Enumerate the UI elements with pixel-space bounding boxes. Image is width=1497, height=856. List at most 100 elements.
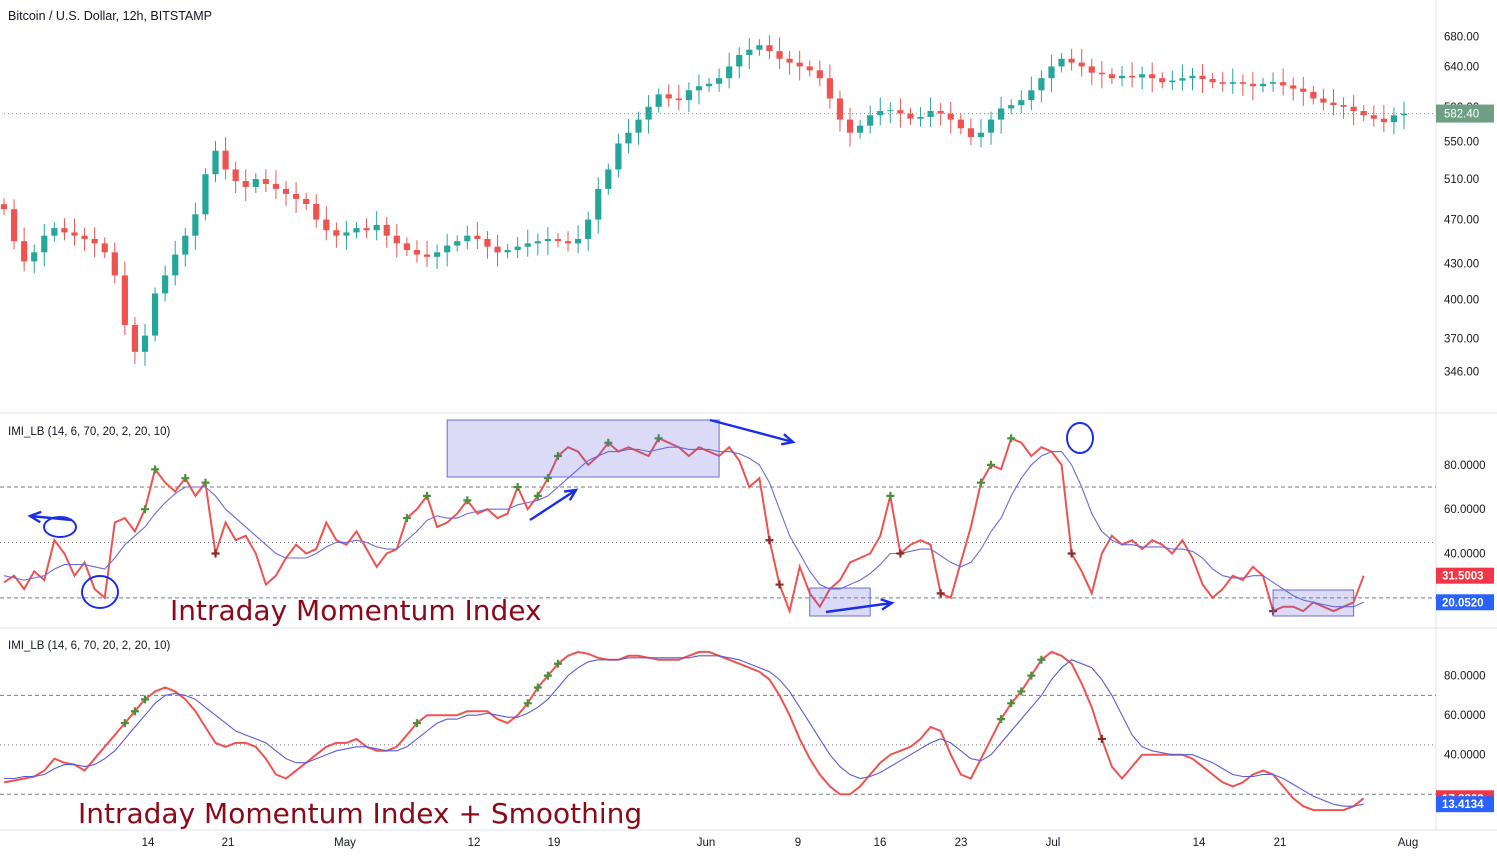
candle-body xyxy=(524,243,531,247)
candle-body xyxy=(1149,74,1156,79)
candle-body xyxy=(1028,90,1035,101)
x-axis-tick: Jul xyxy=(1046,837,1061,849)
x-axis-tick: May xyxy=(334,837,356,849)
candle-body xyxy=(1249,83,1257,87)
candle-body xyxy=(1209,79,1216,83)
candle-body xyxy=(1179,78,1186,81)
candle-body xyxy=(977,132,985,138)
candle-body xyxy=(252,179,259,187)
candle-body xyxy=(534,241,541,244)
imi-signal-marker xyxy=(654,434,663,443)
price-axis-tick: 510.00 xyxy=(1444,174,1479,186)
candle-body xyxy=(937,111,944,114)
candle-body xyxy=(504,250,511,253)
candle-body xyxy=(423,254,431,257)
candle-body xyxy=(383,224,390,236)
candle-body xyxy=(1380,118,1387,123)
candle-body xyxy=(1139,74,1146,78)
candle-body xyxy=(615,143,622,170)
candle-body xyxy=(998,108,1005,120)
candle-body xyxy=(454,241,461,246)
candle-body xyxy=(967,128,975,138)
candle-body xyxy=(262,179,269,184)
candle-body xyxy=(1360,111,1367,116)
smoothed-series-line xyxy=(4,655,1364,807)
imi-signal-marker xyxy=(151,465,160,474)
candle-body xyxy=(776,51,783,59)
candle-body xyxy=(917,116,924,119)
candle-body xyxy=(1239,82,1246,84)
smoothed-signal-marker xyxy=(120,719,129,728)
candle-body xyxy=(806,66,813,71)
smoothed-axis-tick: 80.0000 xyxy=(1444,671,1486,683)
candle-body xyxy=(353,228,360,233)
candle-body xyxy=(373,224,380,231)
price-axis-tick: 370.00 xyxy=(1444,333,1479,345)
x-axis-tick: 21 xyxy=(1274,837,1287,849)
smoothed-axis-tick: 40.0000 xyxy=(1444,750,1486,762)
candle-body xyxy=(1098,72,1105,75)
imi-pane xyxy=(0,434,1436,616)
smoothed-signal-marker xyxy=(412,719,421,728)
imi-signal-marker xyxy=(604,438,613,447)
candle-body xyxy=(1280,82,1287,86)
annotation-circle xyxy=(43,516,77,538)
smoothed-pane-study-label: IMI_LB (14, 6, 70, 20, 2, 20, 10) xyxy=(8,640,171,652)
smoothed-signal-marker xyxy=(553,659,562,668)
candle-body xyxy=(705,83,713,87)
candle-body xyxy=(1169,80,1176,83)
candle-body xyxy=(494,246,501,253)
candle-body xyxy=(1018,100,1025,106)
candle-body xyxy=(625,132,632,144)
axes: 680.00640.00590.00550.00510.00470.00430.… xyxy=(142,31,1494,849)
candle-body xyxy=(554,238,562,242)
candle-body xyxy=(927,111,934,117)
x-axis-tick: 16 xyxy=(874,837,887,849)
candle-body xyxy=(1330,102,1337,106)
imi-signal-marker xyxy=(775,580,784,589)
imi-signal-marker xyxy=(765,536,774,545)
candle-body xyxy=(1038,78,1045,91)
candle-body xyxy=(31,252,38,262)
imi-axis-tick: 40.0000 xyxy=(1444,549,1486,561)
candle-body xyxy=(81,235,88,239)
imi-signal-marker xyxy=(533,491,542,500)
candle-body xyxy=(343,232,350,236)
candle-body xyxy=(655,94,662,107)
candle-body xyxy=(564,241,572,244)
price-axis-tick: 430.00 xyxy=(1444,259,1479,271)
candle-body xyxy=(111,252,118,276)
smoothed-signal-marker xyxy=(1037,655,1046,664)
highlight-box xyxy=(1272,589,1355,617)
price-pane-title: Bitcoin / U.S. Dollar, 12h, BITSTAMP xyxy=(8,9,212,23)
smoothed-value-tag xyxy=(1436,796,1494,813)
candle-body xyxy=(1300,88,1307,92)
smoothed-imi-pane xyxy=(0,650,1436,812)
candle-body xyxy=(595,188,602,220)
annotation-arrow xyxy=(529,488,577,522)
price-pane xyxy=(0,35,1436,366)
candle-body xyxy=(484,238,491,247)
price-axis-tick: 640.00 xyxy=(1444,61,1479,73)
candle-body xyxy=(1320,98,1327,103)
candle-body xyxy=(242,181,249,187)
imi-signal-marker xyxy=(463,496,472,505)
imi-signal-marker xyxy=(211,549,220,558)
candle-body xyxy=(1400,113,1408,116)
smoothed-signal-marker xyxy=(141,695,150,704)
candle-body xyxy=(464,235,471,242)
imi-series-line xyxy=(3,436,1365,615)
candle-body xyxy=(131,325,139,352)
candle-body xyxy=(1219,82,1226,84)
x-axis-tick: 9 xyxy=(795,837,801,849)
smoothed-axis-tick: 60.0000 xyxy=(1444,710,1486,722)
candle-body xyxy=(172,254,179,276)
candle-body xyxy=(746,49,753,55)
smoothed-signal-marker xyxy=(543,671,552,680)
x-axis-tick: 14 xyxy=(142,837,155,849)
candle-body xyxy=(1068,58,1075,63)
candle-body xyxy=(282,188,290,194)
imi-overlay-title: Intraday Momentum Index xyxy=(170,594,542,627)
candle-body xyxy=(222,150,229,170)
